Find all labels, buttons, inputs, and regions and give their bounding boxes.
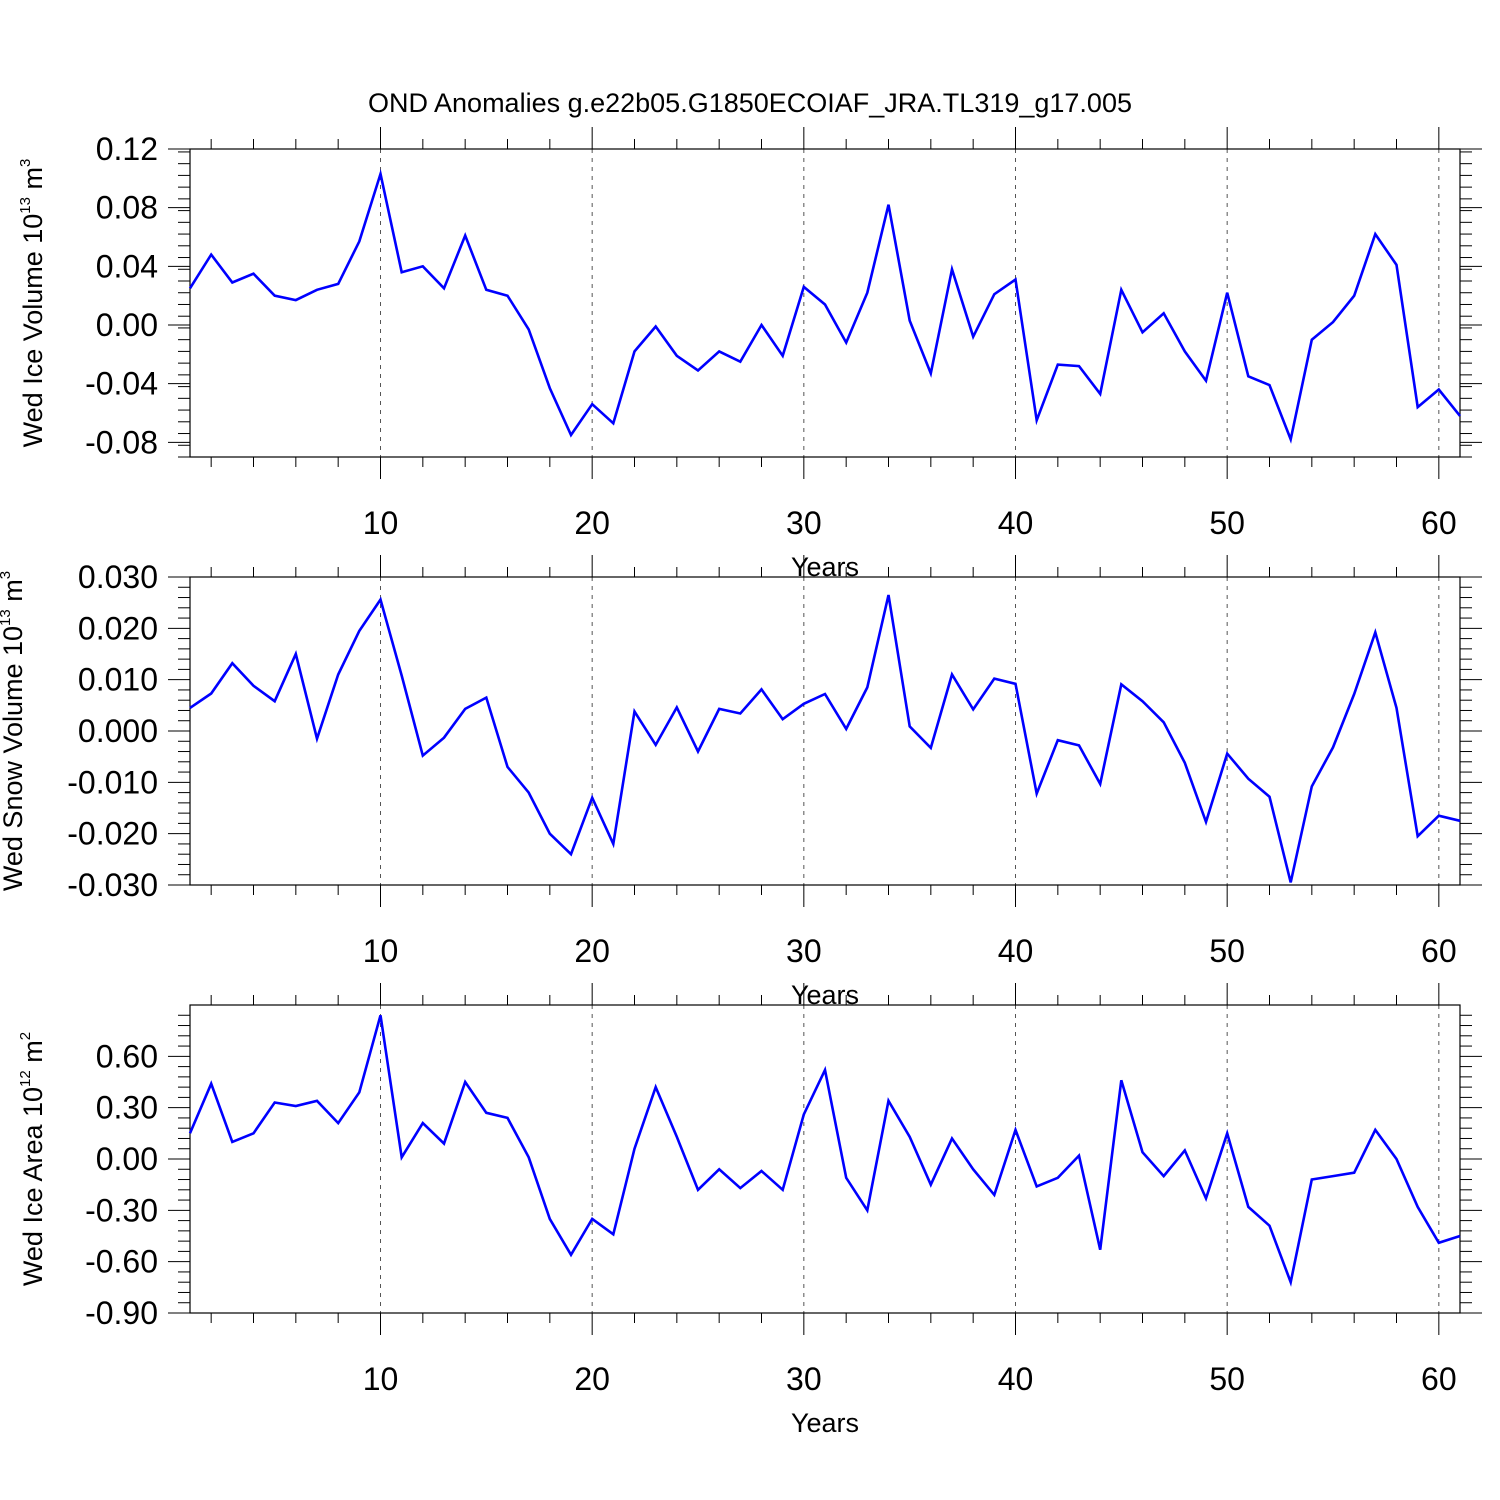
y-tick-label: 0.000 xyxy=(78,713,158,749)
y-axis-title: Wed Snow Volume 1013 m3 xyxy=(0,571,28,891)
y-tick-label: -0.60 xyxy=(85,1244,158,1280)
chart-panel-2: 10 20 30 40 50 60 -0.030 -0.020 -0.010 0.000 0.010… xyxy=(0,555,1482,1010)
y-axis-title-text: Wed Ice Volume 10 xyxy=(18,214,48,448)
y-axis-title-superscript: 12 xyxy=(17,1070,34,1087)
y-tick-label: 0.04 xyxy=(96,248,158,284)
x-axis-title: Years xyxy=(791,1408,859,1438)
y-axis-title-text: m xyxy=(18,167,48,197)
x-tick-label: 20 xyxy=(574,933,610,969)
panels: 10 20 30 40 50 60 -0.08 -0.04 0.00 0.04 0.08 0.12 Ye… xyxy=(0,127,1482,1438)
x-tick-label: 40 xyxy=(998,505,1034,541)
y-axis-title-superscript: 3 xyxy=(0,571,14,579)
y-axis-title-superscript: 13 xyxy=(17,197,34,214)
x-tick-label: 50 xyxy=(1209,1361,1245,1397)
y-tick-label: -0.04 xyxy=(85,366,158,402)
y-tick-label: 0.60 xyxy=(96,1038,158,1074)
y-tick-label: 0.010 xyxy=(78,662,158,698)
y-axis-title-text: Wed Ice Area 10 xyxy=(18,1087,48,1286)
y-axis-title-superscript: 3 xyxy=(17,159,34,167)
y-tick-label: -0.08 xyxy=(85,424,158,460)
x-tick-label: 10 xyxy=(363,505,399,541)
y-tick-label: -0.010 xyxy=(67,764,158,800)
y-axis-title-superscript: 13 xyxy=(0,609,14,626)
y-tick-label: 0.08 xyxy=(96,190,158,226)
x-tick-label: 60 xyxy=(1421,505,1457,541)
figure-title: OND Anomalies g.e22b05.G1850ECOIAF_JRA.T… xyxy=(368,88,1132,118)
y-tick-label: 0.020 xyxy=(78,610,158,646)
y-tick-label: -0.30 xyxy=(85,1192,158,1228)
y-tick-label: -0.020 xyxy=(67,816,158,852)
x-tick-label: 10 xyxy=(363,933,399,969)
y-axis-title: Wed Ice Volume 1013 m3 xyxy=(17,159,48,448)
y-tick-label: 0.030 xyxy=(78,559,158,595)
x-tick-label: 60 xyxy=(1421,933,1457,969)
y-axis-title-text: Wed Snow Volume 10 xyxy=(0,626,28,891)
y-tick-label: -0.030 xyxy=(67,867,158,903)
x-tick-label: 30 xyxy=(786,1361,822,1397)
x-tick-label: 50 xyxy=(1209,933,1245,969)
x-tick-label: 30 xyxy=(786,505,822,541)
y-tick-label: 0.00 xyxy=(96,307,158,343)
x-tick-label: 30 xyxy=(786,933,822,969)
y-tick-label: 0.12 xyxy=(96,131,158,167)
y-tick-label: 0.30 xyxy=(96,1090,158,1126)
x-tick-label: 50 xyxy=(1209,505,1245,541)
x-tick-label: 20 xyxy=(574,505,610,541)
y-axis-title-superscript: 2 xyxy=(17,1032,34,1040)
x-tick-label: 20 xyxy=(574,1361,610,1397)
x-tick-label: 40 xyxy=(998,1361,1034,1397)
y-axis-title-text: m xyxy=(18,1040,48,1070)
y-tick-label: 0.00 xyxy=(96,1141,158,1177)
x-tick-label: 40 xyxy=(998,933,1034,969)
x-tick-label: 10 xyxy=(363,1361,399,1397)
y-axis-title-text: m xyxy=(0,579,28,609)
x-tick-label: 60 xyxy=(1421,1361,1457,1397)
y-axis-title: Wed Ice Area 1012 m2 xyxy=(17,1032,48,1286)
chart-panel-1: 10 20 30 40 50 60-0.08-0.040.000.040.080.12Ye… xyxy=(17,127,1482,582)
y-tick-label: -0.90 xyxy=(85,1295,158,1331)
chart-panel-3: 10 20 30 40 50 60 -0.90 -0.60 -0.30 0.00 0.30 0.60 Y… xyxy=(17,983,1482,1438)
